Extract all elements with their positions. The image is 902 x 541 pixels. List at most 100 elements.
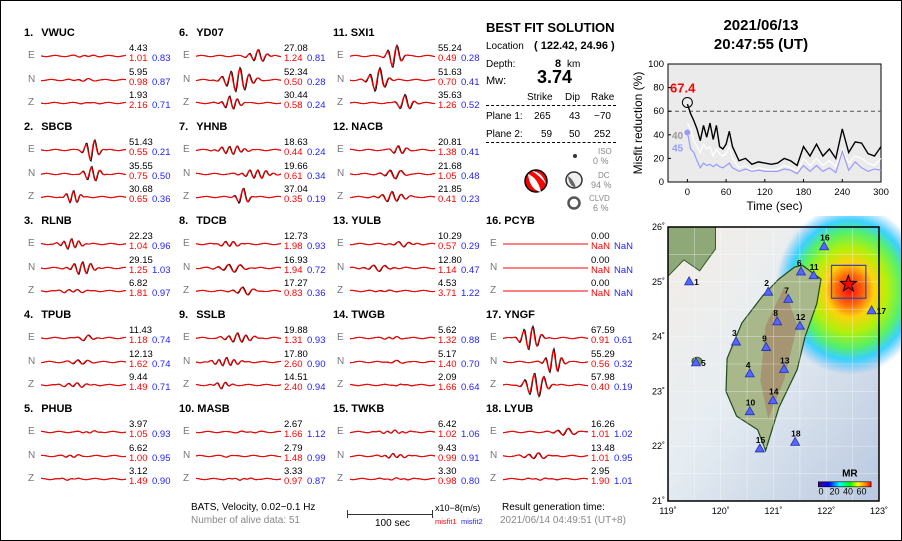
misfit1-value: 1.25 — [129, 264, 148, 276]
time-scale-bar — [347, 514, 432, 515]
waveform-trace — [196, 356, 281, 367]
misfit1-value: 1.01 — [591, 452, 610, 464]
misfit1-value: 1.31 — [284, 335, 303, 346]
station-triangle-icon[interactable] — [866, 305, 877, 315]
misfit2-value: 0.61 — [614, 335, 633, 346]
station-triangle-icon[interactable] — [778, 363, 790, 373]
waveform-trace — [350, 43, 435, 69]
station-triangle-icon[interactable] — [683, 275, 695, 286]
station-marker-label: 10 — [746, 398, 756, 408]
amplitude-value: 5.17 — [438, 348, 457, 360]
misfit2-value: 0.97 — [152, 288, 171, 299]
station-title: 1. VWUC — [24, 27, 75, 39]
peak-label: 67.4 — [670, 80, 696, 95]
station-number: 1. — [24, 27, 34, 39]
component-label: E — [183, 426, 190, 437]
dc-label: DC — [598, 171, 610, 180]
peak-marker — [681, 96, 693, 108]
waveform-trace — [41, 189, 126, 204]
amplitude-value: 6.82 — [129, 278, 148, 289]
station-title: 10. MASB — [179, 403, 230, 415]
synthetic-trace — [350, 191, 435, 202]
waveform-trace — [41, 77, 126, 82]
amplitude-value: 37.04 — [284, 184, 308, 195]
waveform-trace — [350, 169, 435, 179]
component-label: E — [337, 238, 344, 249]
misfit1-value: 2.60 — [284, 358, 303, 370]
component-label: N — [337, 167, 345, 179]
waveform-trace — [350, 145, 435, 155]
misfit1-value: 0.35 — [284, 194, 303, 205]
station-triangle-icon[interactable] — [808, 269, 819, 280]
synthetic-trace — [503, 349, 588, 371]
station-triangle-icon[interactable] — [772, 315, 783, 326]
station-triangle-icon[interactable] — [783, 293, 794, 303]
plane1-rake: −70 — [594, 111, 611, 122]
y-tick-label: 80 — [653, 83, 664, 94]
component-label: E — [28, 238, 35, 249]
station-triangle-icon[interactable] — [794, 320, 806, 330]
lat-tick-label: 25˚ — [652, 277, 665, 287]
amplitude-value: 20.81 — [438, 137, 462, 148]
station-triangle-icon[interactable] — [744, 405, 755, 416]
misfit1-value: 1.24 — [284, 53, 303, 64]
mw-value: 3.74 — [537, 67, 573, 87]
misfit1-value: 1.00 — [129, 452, 148, 464]
station-title: 8. TDCB — [179, 215, 227, 227]
station-marker-label: 4 — [746, 360, 751, 370]
synthetic-trace — [350, 336, 435, 340]
series-line-2 — [686, 132, 882, 175]
misfit2-value: NaN — [614, 288, 634, 299]
synthetic-trace — [196, 49, 281, 62]
component-label: N — [28, 73, 36, 85]
station-triangle-icon[interactable] — [754, 443, 765, 453]
component-label: E — [183, 50, 190, 61]
station-triangle-icon[interactable] — [767, 394, 779, 405]
plane1-strike: 265 — [534, 111, 551, 122]
misfit2-value: 0.21 — [152, 147, 171, 158]
station-triangle-icon[interactable] — [690, 357, 702, 367]
station-triangle-icon[interactable] — [763, 286, 774, 296]
synthetic-trace — [350, 46, 435, 67]
amplitude-value: 57.98 — [591, 372, 615, 383]
station-name: TDCB — [196, 215, 227, 227]
station-triangle-icon[interactable] — [744, 368, 755, 378]
misfit2-value: 0.71 — [152, 382, 171, 393]
misfit2-value: 0.36 — [307, 288, 326, 299]
component-label: Z — [490, 379, 497, 390]
amplitude-value: 2.95 — [591, 466, 610, 477]
station-name: TWKB — [351, 403, 385, 415]
mw-label: Mw: — [486, 75, 507, 87]
location-value: ( 122.42, 24.96 ) — [534, 40, 615, 52]
waveform-trace — [503, 372, 588, 398]
station-triangle-icon[interactable] — [730, 336, 742, 346]
misfit2-value: 0.88 — [461, 335, 480, 346]
time-scale-label: 100 sec — [375, 518, 411, 529]
station-triangle-icon[interactable] — [760, 341, 772, 351]
misfit1-value: 0.44 — [284, 147, 303, 158]
synthetic-trace — [41, 140, 126, 161]
station-marker-label: 18 — [791, 428, 801, 438]
component-label: N — [337, 73, 345, 85]
amplitude-value: 17.27 — [284, 278, 308, 289]
station-name: YD07 — [196, 27, 224, 39]
misfit2-value: 0.80 — [461, 476, 480, 487]
station-name: MASB — [197, 403, 230, 415]
misfit2-value: 0.34 — [307, 170, 326, 182]
waveform-trace — [41, 382, 126, 388]
colorbar — [818, 481, 872, 488]
station-number: 12. — [333, 121, 349, 133]
waveform-trace — [41, 101, 126, 105]
component-label: N — [490, 449, 498, 461]
station-triangle-icon[interactable] — [789, 436, 801, 446]
station-triangle-icon[interactable] — [818, 240, 830, 251]
station-marker-label: 6 — [797, 258, 802, 268]
clvd-ball-icon — [567, 196, 581, 210]
misfit1-value: 1.62 — [129, 358, 148, 370]
amplitude-value: 5.62 — [438, 325, 457, 336]
clvd-pct: 6 % — [593, 203, 609, 213]
station-triangle-icon[interactable] — [795, 266, 807, 276]
component-label: Z — [183, 285, 190, 296]
amplitude-value: 12.80 — [438, 254, 462, 266]
component-label: Z — [337, 285, 344, 296]
